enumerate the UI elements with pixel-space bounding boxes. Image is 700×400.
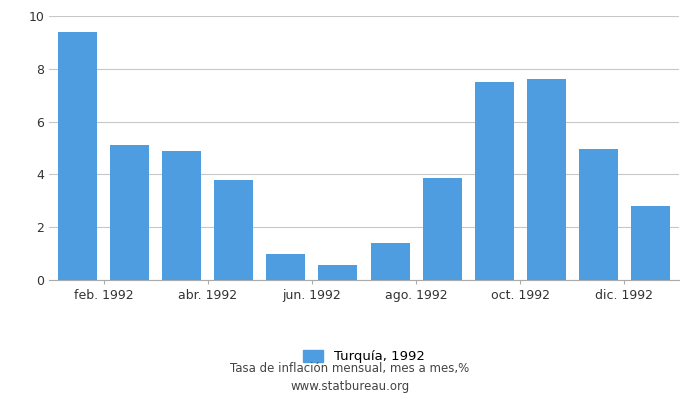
- Bar: [267, 254, 305, 280]
- Bar: [475, 82, 514, 280]
- Bar: [579, 149, 618, 280]
- Bar: [370, 243, 410, 280]
- Bar: [58, 32, 97, 280]
- Legend: Turquía, 1992: Turquía, 1992: [298, 345, 430, 369]
- Bar: [110, 145, 149, 280]
- Bar: [631, 206, 670, 280]
- Text: Tasa de inflación mensual, mes a mes,%: Tasa de inflación mensual, mes a mes,%: [230, 362, 470, 375]
- Bar: [526, 79, 566, 280]
- Bar: [318, 266, 358, 280]
- Bar: [214, 180, 253, 280]
- Bar: [423, 178, 461, 280]
- Text: www.statbureau.org: www.statbureau.org: [290, 380, 410, 393]
- Bar: [162, 151, 202, 280]
